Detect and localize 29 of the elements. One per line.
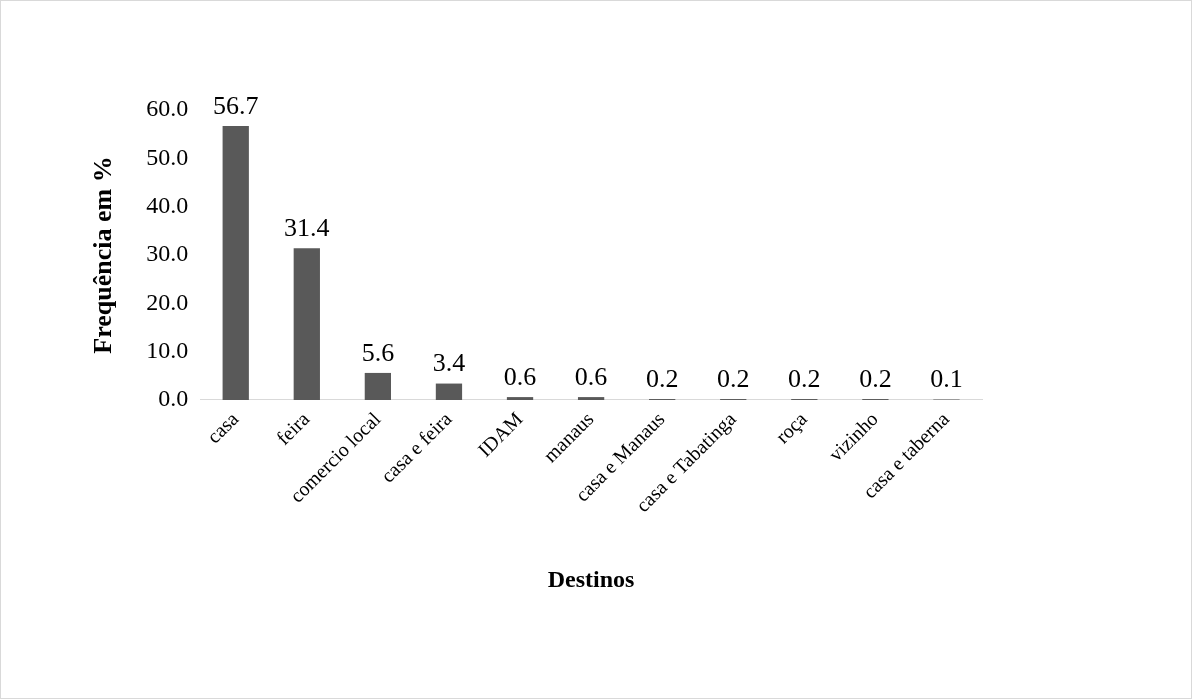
y-tick-label: 60.0 [146, 95, 189, 122]
data-label: 0.6 [574, 361, 608, 391]
data-label: 0.1 [930, 364, 963, 394]
bar [435, 383, 463, 400]
data-label: 5.6 [361, 337, 395, 367]
y-tick-label: 40.0 [146, 191, 189, 218]
data-label: 0.2 [859, 363, 892, 393]
bar [364, 372, 392, 400]
data-label: 0.2 [645, 363, 679, 393]
y-tick-label: 20.0 [146, 288, 189, 315]
x-tick-label: feira [271, 407, 314, 449]
bar [506, 397, 534, 400]
data-label: 0.6 [503, 361, 537, 391]
y-axis-title: Frequência em % [88, 156, 118, 354]
y-tick-label: 10.0 [146, 336, 189, 363]
data-label: 0.2 [788, 363, 821, 393]
bar [293, 248, 320, 400]
x-axis-title: Destinos [547, 565, 635, 592]
data-label: 0.2 [717, 363, 750, 393]
bar [222, 125, 249, 400]
data-label: 3.4 [432, 348, 466, 378]
bar [577, 397, 605, 400]
x-tick-label: casa [202, 407, 243, 448]
y-tick-label: 0.0 [158, 385, 189, 412]
x-tick-label: roça [770, 407, 812, 449]
data-label: 56.7 [212, 90, 259, 120]
y-tick-label: 50.0 [146, 143, 189, 170]
y-tick-label: 30.0 [146, 240, 189, 267]
data-label: 31.4 [284, 213, 330, 243]
